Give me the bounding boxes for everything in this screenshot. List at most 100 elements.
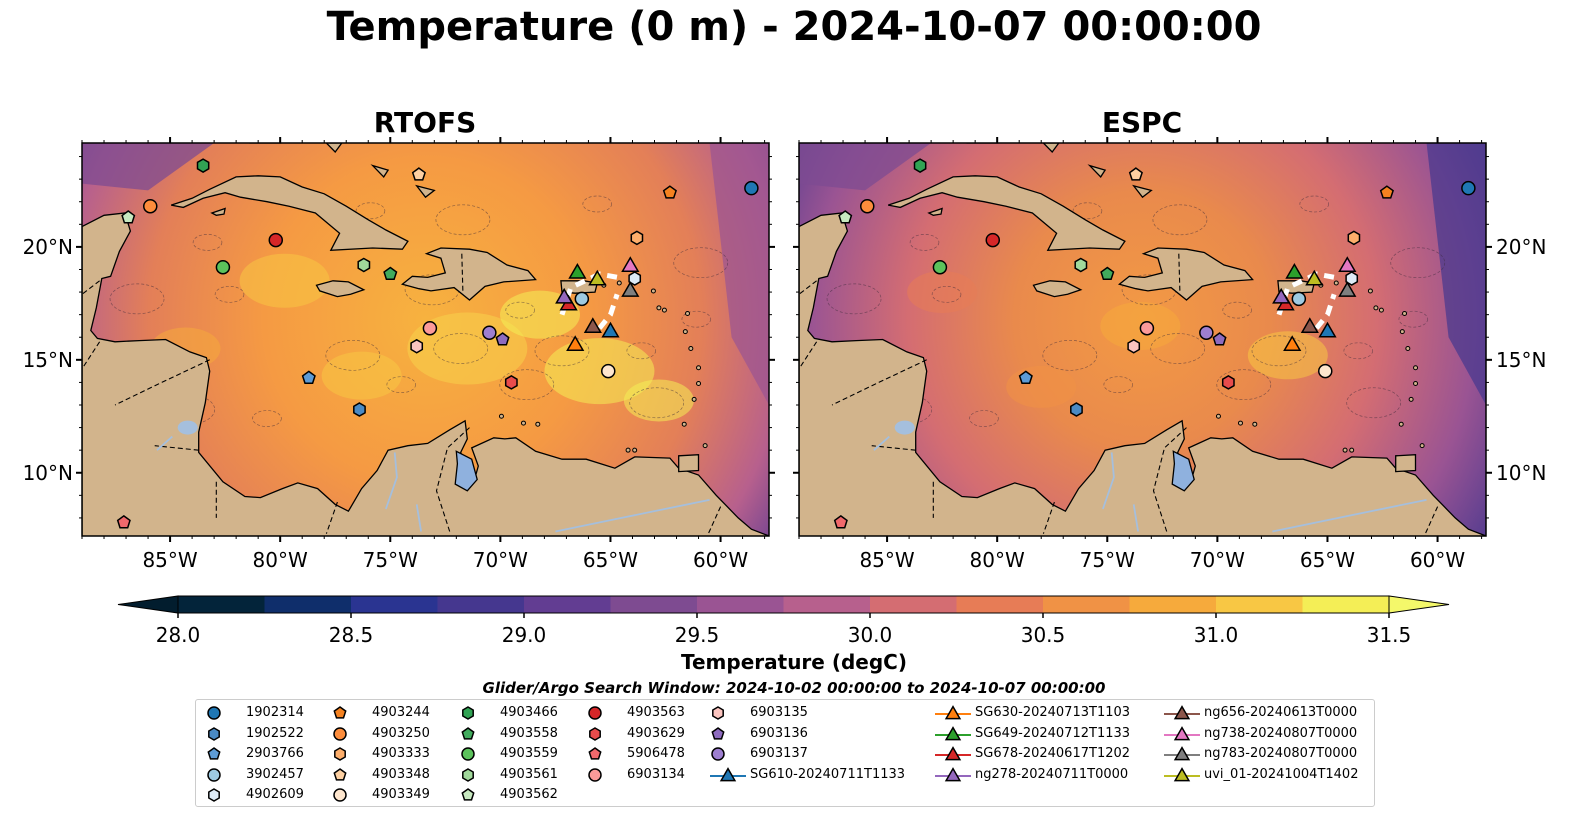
legend-marker xyxy=(334,747,346,761)
colorbar-segment xyxy=(264,596,352,613)
x-tick-label: 65°W xyxy=(583,548,638,572)
legend-label: ng656-20240613T0000 xyxy=(1204,705,1358,720)
argo-float-4903250 xyxy=(143,198,158,214)
country-border xyxy=(1423,506,1439,536)
colorbar-tick-label: 29.5 xyxy=(675,623,720,647)
x-tick-label: 60°W xyxy=(1410,548,1465,572)
colorbar-segment xyxy=(351,596,438,613)
country-border xyxy=(114,359,210,406)
country-border xyxy=(461,253,464,293)
legend-glider-marker xyxy=(1164,746,1200,761)
legend-glider-marker xyxy=(935,725,971,740)
argo-float-4903349 xyxy=(1318,363,1333,379)
isobath-contour xyxy=(1222,301,1252,319)
land-mainland xyxy=(82,212,769,536)
legend-label: 4902609 xyxy=(246,787,304,802)
isobath-contour xyxy=(1150,333,1206,364)
y-tick-label: 20°N xyxy=(1496,235,1546,259)
legend-marker xyxy=(589,726,601,741)
river xyxy=(1132,504,1139,532)
argo-float-3902457 xyxy=(574,291,590,307)
x-tick-label: 75°W xyxy=(363,548,418,572)
argo-float-6903137 xyxy=(1199,325,1214,340)
argo-float-4903561 xyxy=(1074,257,1088,273)
land-bahamas2 xyxy=(1087,164,1107,178)
argo-float-6903134 xyxy=(422,320,438,336)
legend-label: SG630-20240713T1103 xyxy=(975,705,1131,720)
legend-marker xyxy=(461,726,475,740)
legend-label: 4903558 xyxy=(500,725,558,741)
small-island xyxy=(656,305,662,311)
y-tick-label: 10°N xyxy=(23,461,73,485)
glider-ng656-20240613T0000 xyxy=(1300,317,1319,333)
small-island xyxy=(1215,413,1221,419)
colorbar-tick-label: 31.0 xyxy=(1194,623,1239,647)
map-panel-espc: 85°W 80°W 75°W 70°W 65°W 60°W 20°N 15°N 10°N xyxy=(793,137,1546,572)
isobath-contour xyxy=(499,369,555,401)
argo-float-1902522 xyxy=(353,402,366,417)
land-jamaica xyxy=(1032,280,1083,298)
argo-float-4903244 xyxy=(662,185,677,199)
legend-marker xyxy=(712,706,724,720)
land-cuba xyxy=(170,175,409,252)
legend-label: 2903766 xyxy=(246,746,304,761)
river xyxy=(385,452,398,510)
warm-water-patch xyxy=(239,253,330,308)
argo-float-5906478 xyxy=(833,514,848,529)
legend-marker xyxy=(333,767,347,781)
legend-label: 1902522 xyxy=(246,725,304,741)
argo-float-4902609 xyxy=(1345,271,1359,286)
isobath-contour xyxy=(909,234,940,251)
argo-float-4903562 xyxy=(838,210,853,224)
lake-nicaragua xyxy=(177,420,198,435)
legend-marker xyxy=(461,747,475,761)
isobath-contour xyxy=(1072,202,1103,220)
legend-marker xyxy=(588,706,602,720)
land-mainland xyxy=(799,212,1486,536)
argo-float-2903766 xyxy=(301,370,316,384)
argo-float-6903136 xyxy=(495,332,510,346)
legend-label: SG678-20240617T1202 xyxy=(975,746,1131,761)
warm-water-patch xyxy=(1006,365,1077,408)
country-border xyxy=(706,506,722,536)
legend-label: 5906478 xyxy=(627,746,685,761)
argo-float-4903563 xyxy=(985,232,1001,248)
land-isla-juventud xyxy=(927,207,943,216)
colorbar-segment xyxy=(437,596,525,613)
x-tick-label: 70°W xyxy=(1190,548,1245,572)
legend-glider-marker xyxy=(935,746,971,761)
legend-label: 4903629 xyxy=(627,725,685,741)
glider-SG649-20240712T1133 xyxy=(1285,263,1304,279)
land-bahamas2 xyxy=(370,164,390,178)
isobath-contour xyxy=(626,342,657,360)
argo-float-1902314 xyxy=(1461,180,1476,196)
isobath-contour xyxy=(1398,310,1429,328)
glider-SG610-20240711T1133 xyxy=(1318,321,1337,338)
x-tick-label: 75°W xyxy=(1080,548,1135,572)
country-border xyxy=(1042,501,1055,534)
isobath-contour xyxy=(1346,387,1402,419)
legend-marker xyxy=(208,788,220,802)
small-island xyxy=(1252,421,1258,427)
argo-float-6903135 xyxy=(410,338,424,354)
small-island xyxy=(1342,447,1348,453)
isobath-contour xyxy=(1042,339,1098,371)
small-island xyxy=(650,288,656,294)
argo-float-6903137 xyxy=(482,325,497,340)
x-tick-label: 80°W xyxy=(253,548,308,572)
legend-marker xyxy=(333,706,347,719)
country-border xyxy=(82,280,100,295)
argo-float-2903766 xyxy=(1018,370,1033,384)
argo-float-4903562 xyxy=(121,210,136,224)
colorbar-segment xyxy=(610,596,698,613)
legend-label: SG649-20240712T1133 xyxy=(975,725,1131,741)
argo-float-4903629 xyxy=(504,375,518,390)
legend-label: 6903135 xyxy=(750,705,808,720)
legend-glider-marker xyxy=(935,705,971,720)
colorbar-segment xyxy=(1129,596,1217,613)
gulf-cool-water xyxy=(82,143,215,191)
argo-float-4903348 xyxy=(411,167,426,181)
isobath-contour xyxy=(433,333,489,364)
river xyxy=(415,504,422,532)
legend-label: 4903244 xyxy=(372,705,430,720)
